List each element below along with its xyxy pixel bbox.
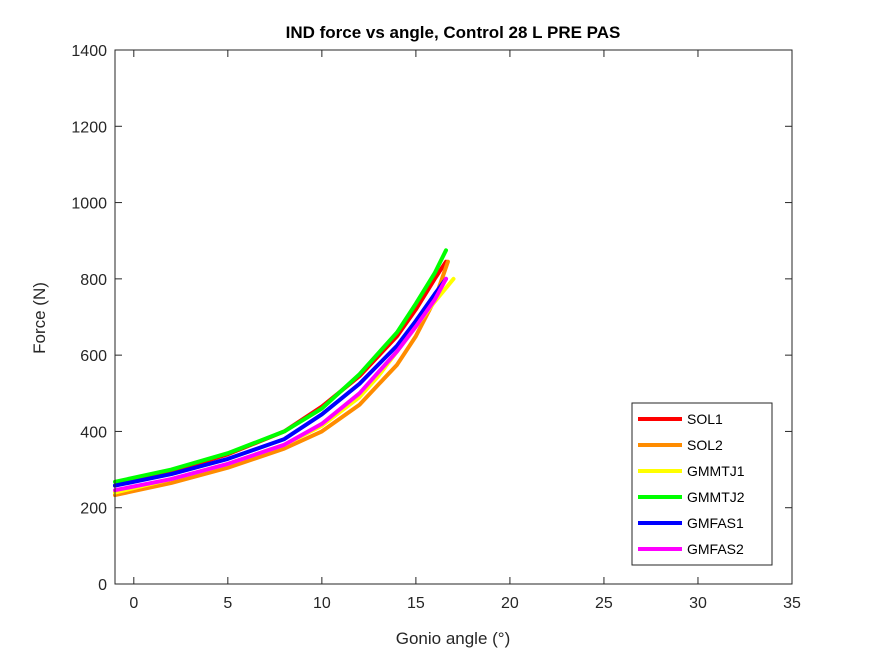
legend-label-sol1: SOL1 — [687, 411, 723, 427]
legend-label-gmfas2: GMFAS2 — [687, 541, 744, 557]
series-line-gmfas1 — [113, 276, 448, 488]
legend-label-gmmtj2: GMMTJ2 — [687, 489, 745, 505]
y-tick-label: 200 — [80, 501, 107, 518]
y-tick-label: 1400 — [71, 43, 107, 60]
x-tick-label: 5 — [223, 595, 232, 612]
series-line-gmfas2 — [113, 276, 448, 493]
x-tick-label: 10 — [313, 595, 331, 612]
x-tick-label: 35 — [783, 595, 801, 612]
legend: SOL1 SOL2 GMMTJ1 GMMTJ2 GMFAS1 GMFAS2 — [631, 402, 773, 566]
y-tick-label: 1000 — [71, 196, 107, 213]
y-tick-label: 0 — [98, 577, 107, 594]
x-axis-label: Gonio angle (°) — [396, 629, 511, 648]
x-tick-label: 15 — [407, 595, 425, 612]
x-tick-label: 25 — [595, 595, 613, 612]
legend-box — [631, 402, 773, 566]
x-tick-label: 20 — [501, 595, 519, 612]
series-line-sol2 — [113, 259, 450, 498]
legend-label-gmfas1: GMFAS1 — [687, 515, 744, 531]
y-tick-label: 600 — [80, 348, 107, 365]
y-axis-label: Force (N) — [30, 282, 49, 354]
x-tick-label: 0 — [129, 595, 138, 612]
legend-label-gmmtj1: GMMTJ1 — [687, 463, 745, 479]
axes-box — [114, 49, 793, 585]
legend-label-sol2: SOL2 — [687, 437, 723, 453]
chart-title: IND force vs angle, Control 28 L PRE PAS — [286, 23, 621, 42]
series-line-gmmtj2 — [113, 248, 448, 484]
x-tick-label: 30 — [689, 595, 707, 612]
y-tick-label: 1200 — [71, 119, 107, 136]
y-tick-label: 800 — [80, 272, 107, 289]
y-tick-label: 400 — [80, 424, 107, 441]
